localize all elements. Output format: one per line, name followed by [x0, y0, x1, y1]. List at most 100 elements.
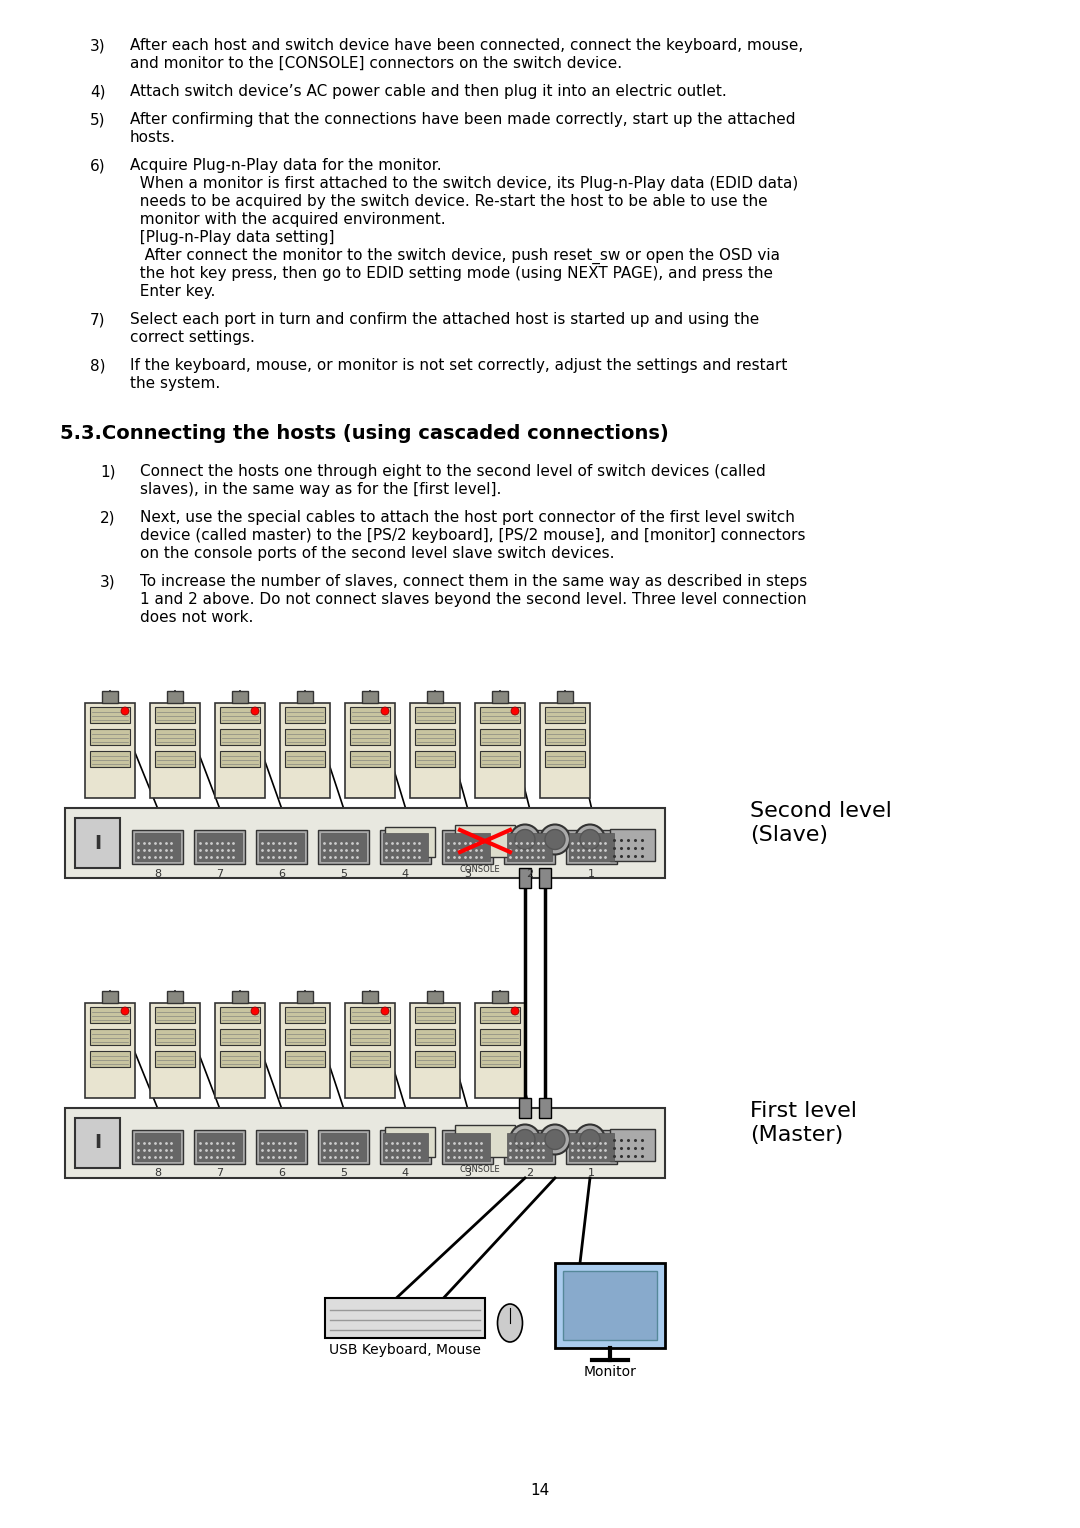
Bar: [232, 691, 248, 703]
Text: Select each port in turn and confirm the attached host is started up and using t: Select each port in turn and confirm the…: [130, 312, 759, 327]
Text: After connect the monitor to the switch device, push reset_sw or open the OSD vi: After connect the monitor to the switch …: [130, 248, 780, 264]
Text: 3: 3: [464, 1169, 471, 1178]
Text: 8): 8): [90, 358, 106, 373]
Bar: [384, 1128, 435, 1157]
Bar: [90, 707, 130, 723]
Bar: [555, 1264, 665, 1348]
Bar: [156, 1028, 195, 1045]
Bar: [504, 1129, 555, 1163]
Bar: [90, 750, 130, 767]
Bar: [350, 1051, 390, 1067]
Bar: [383, 833, 428, 860]
Bar: [610, 1129, 654, 1160]
Text: USB Keyboard, Mouse: USB Keyboard, Mouse: [329, 1343, 481, 1357]
Bar: [256, 830, 307, 863]
Bar: [610, 828, 654, 860]
Bar: [545, 729, 585, 746]
Bar: [280, 703, 330, 798]
Bar: [427, 992, 443, 1002]
Text: 1): 1): [100, 465, 116, 478]
Bar: [380, 830, 431, 863]
Circle shape: [540, 825, 570, 854]
Bar: [220, 1051, 260, 1067]
Text: does not work.: does not work.: [140, 610, 254, 625]
Bar: [197, 1132, 242, 1160]
Text: 1: 1: [588, 868, 595, 879]
Circle shape: [381, 1007, 389, 1015]
Text: 2: 2: [526, 1169, 534, 1178]
Text: 5: 5: [340, 868, 347, 879]
Text: the hot key press, then go to EDID setting mode (using NEXT PAGE), and press the: the hot key press, then go to EDID setti…: [130, 266, 773, 281]
Bar: [259, 833, 303, 860]
Bar: [480, 750, 519, 767]
Bar: [75, 817, 120, 868]
Bar: [475, 1002, 525, 1099]
Text: needs to be acquired by the switch device. Re-start the host to be able to use t: needs to be acquired by the switch devic…: [130, 194, 768, 209]
Circle shape: [575, 1125, 605, 1155]
Bar: [285, 750, 325, 767]
Bar: [569, 833, 615, 860]
Ellipse shape: [498, 1303, 523, 1342]
Bar: [455, 1125, 515, 1157]
Bar: [442, 1129, 492, 1163]
Bar: [325, 1297, 485, 1339]
Bar: [540, 703, 590, 798]
Text: Enter key.: Enter key.: [130, 284, 215, 299]
Bar: [384, 827, 435, 857]
Bar: [504, 830, 555, 863]
Text: Connect the hosts one through eight to the second level of switch devices (calle: Connect the hosts one through eight to t…: [140, 465, 766, 478]
Text: 3): 3): [90, 38, 106, 53]
Bar: [519, 868, 531, 888]
Text: the system.: the system.: [130, 376, 220, 391]
Bar: [415, 729, 455, 746]
Text: After each host and switch device have been connected, connect the keyboard, mou: After each host and switch device have b…: [130, 38, 804, 53]
Text: hosts.: hosts.: [130, 130, 176, 145]
Bar: [194, 1129, 245, 1163]
Text: CONSOLE: CONSOLE: [460, 1166, 501, 1175]
Bar: [383, 1132, 428, 1160]
Bar: [220, 707, 260, 723]
Text: 1: 1: [588, 1169, 595, 1178]
Bar: [507, 833, 552, 860]
Bar: [132, 830, 183, 863]
Circle shape: [510, 1125, 540, 1155]
Bar: [415, 750, 455, 767]
Text: 4: 4: [402, 1169, 409, 1178]
Text: Attach switch device’s AC power cable and then plug it into an electric outlet.: Attach switch device’s AC power cable an…: [130, 84, 727, 99]
Text: 14: 14: [530, 1484, 550, 1497]
Bar: [75, 1118, 120, 1167]
Bar: [102, 691, 118, 703]
Bar: [232, 992, 248, 1002]
Circle shape: [251, 707, 259, 715]
Bar: [90, 1007, 130, 1024]
Bar: [480, 707, 519, 723]
Circle shape: [545, 1129, 565, 1149]
Bar: [350, 707, 390, 723]
Bar: [480, 729, 519, 746]
Text: Second level
(Slave): Second level (Slave): [750, 801, 892, 845]
Text: 7: 7: [216, 868, 224, 879]
Bar: [156, 1051, 195, 1067]
Bar: [492, 691, 508, 703]
Text: 7: 7: [216, 1169, 224, 1178]
Circle shape: [511, 707, 519, 715]
Text: 3): 3): [100, 575, 116, 588]
Text: First level
(Master): First level (Master): [750, 1102, 858, 1144]
Text: 4): 4): [90, 84, 106, 99]
Bar: [507, 1132, 552, 1160]
Text: 6: 6: [278, 868, 285, 879]
Bar: [85, 703, 135, 798]
Bar: [167, 691, 183, 703]
Bar: [90, 729, 130, 746]
Text: device (called master) to the [PS/2 keyboard], [PS/2 mouse], and [monitor] conne: device (called master) to the [PS/2 keyb…: [140, 529, 806, 542]
Bar: [197, 833, 242, 860]
Text: To increase the number of slaves, connect them in the same way as described in s: To increase the number of slaves, connec…: [140, 575, 807, 588]
Circle shape: [540, 1125, 570, 1155]
Bar: [85, 1002, 135, 1099]
Circle shape: [121, 1007, 129, 1015]
Text: 3: 3: [464, 868, 471, 879]
Bar: [220, 750, 260, 767]
Bar: [410, 703, 460, 798]
Bar: [318, 830, 369, 863]
Bar: [194, 830, 245, 863]
